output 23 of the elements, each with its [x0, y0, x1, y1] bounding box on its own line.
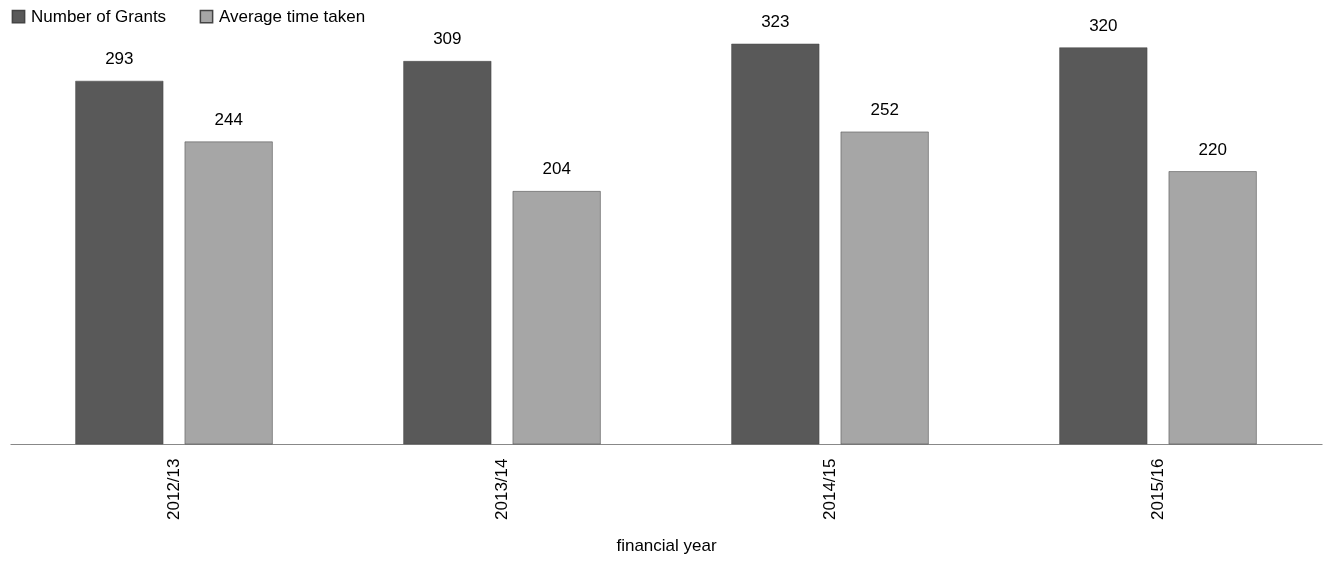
- bar: [840, 131, 929, 445]
- x-tick-label: 2012/13: [164, 458, 183, 520]
- bar: [403, 61, 492, 445]
- x-axis-title: financial year: [616, 535, 717, 555]
- legend-label: Number of Grants: [31, 6, 167, 26]
- bar: [1059, 47, 1148, 445]
- bar: [731, 43, 820, 445]
- legend-label: Average time taken: [219, 6, 366, 26]
- bar: [512, 191, 601, 445]
- data-label: 220: [1198, 139, 1227, 159]
- x-tick-label: 2014/15: [820, 458, 839, 520]
- x-tick-label: 2015/16: [1148, 458, 1167, 520]
- data-label: 244: [214, 109, 243, 129]
- bar: [1168, 171, 1257, 445]
- data-label: 252: [870, 99, 899, 119]
- data-label: 323: [761, 12, 790, 31]
- bar: [184, 141, 273, 445]
- bar: [75, 80, 164, 445]
- data-label: 309: [433, 29, 462, 49]
- data-label: 204: [542, 159, 571, 179]
- data-label: 320: [1089, 15, 1118, 35]
- x-tick-label: 2013/14: [492, 458, 511, 520]
- data-label: 293: [105, 49, 134, 69]
